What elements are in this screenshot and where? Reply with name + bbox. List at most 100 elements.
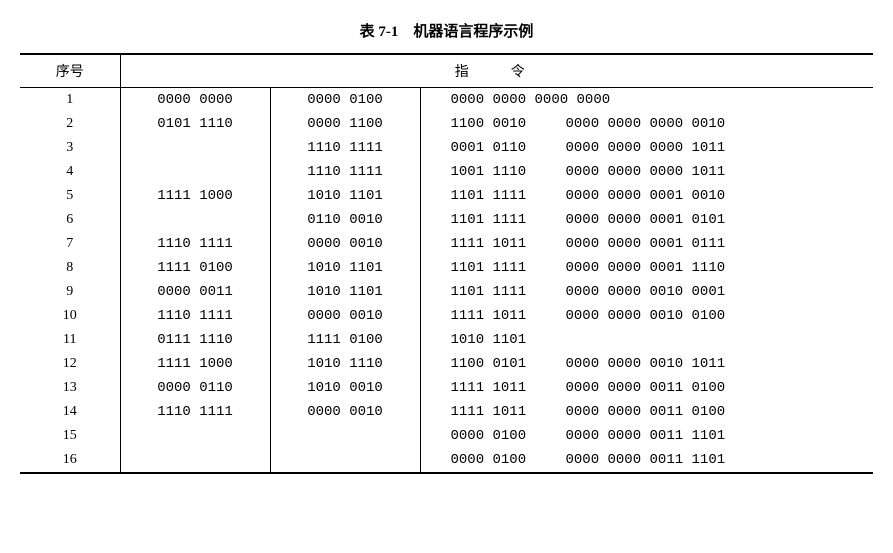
cell-seq: 10 — [20, 304, 120, 328]
table-row: 4 1110 1111 1001 1110 0000 0000 0000 1011 — [20, 160, 873, 184]
cell-col2: 1010 0010 — [270, 376, 420, 400]
cell-col3: 1100 01010000 0000 0010 1011 — [420, 352, 873, 376]
cell-col2: 1111 0100 — [270, 328, 420, 352]
table-row: 10000 00000000 01000000 0000 0000 0000 — [20, 88, 873, 113]
machine-language-table: 序号 指 令 10000 00000000 01000000 0000 0000… — [20, 53, 873, 474]
cell-seq: 3 — [20, 136, 120, 160]
cell-seq: 16 — [20, 448, 120, 473]
table-row: 6 0110 0010 1101 1111 0000 0000 0001 0101 — [20, 208, 873, 232]
cell-col3b: 0000 0000 0000 1011 — [566, 140, 726, 156]
table-row: 90000 00111010 1101 1101 1111 0000 0000 00… — [20, 280, 873, 304]
table-row: 3 1110 11110001 01100000 0000 0000 1011 — [20, 136, 873, 160]
cell-seq: 2 — [20, 112, 120, 136]
table-row: 121111 10001010 11101100 01010000 0000 0… — [20, 352, 873, 376]
cell-col2: 1110 1111 — [270, 136, 420, 160]
cell-col2: 0000 0010 — [270, 304, 420, 328]
cell-col3: 1101 1111 0000 0000 0010 0001 — [420, 280, 873, 304]
cell-col3a: 1010 1101 — [451, 332, 546, 348]
cell-col3a: 1100 0101 — [451, 356, 546, 372]
cell-col3a: 0000 0100 — [451, 452, 546, 468]
cell-col1: 1110 1111 — [120, 400, 270, 424]
cell-col1: 0111 1110 — [120, 328, 270, 352]
cell-seq: 9 — [20, 280, 120, 304]
table-row: 20101 11100000 11001100 00100000 0000 00… — [20, 112, 873, 136]
cell-seq: 15 — [20, 424, 120, 448]
cell-col3: 1101 1111 0000 0000 0001 0010 — [420, 184, 873, 208]
cell-col1: 0000 0110 — [120, 376, 270, 400]
cell-col2: 1010 1110 — [270, 352, 420, 376]
cell-col2: 0000 0010 — [270, 400, 420, 424]
table-row: 71110 11110000 00101111 10110000 0000 00… — [20, 232, 873, 256]
cell-col3b: 0000 0000 0001 0010 — [566, 188, 726, 204]
table-row: 81111 01001010 1101 1101 1111 0000 0000 00… — [20, 256, 873, 280]
cell-col2: 0110 0010 — [270, 208, 420, 232]
table-row: 130000 01101010 00101111 10110000 0000 0… — [20, 376, 873, 400]
cell-seq: 7 — [20, 232, 120, 256]
cell-col3a: 0000 0100 — [451, 428, 546, 444]
cell-col3a: 1111 1011 — [451, 404, 546, 420]
cell-col1 — [120, 208, 270, 232]
table-body: 10000 00000000 01000000 0000 0000 000020… — [20, 88, 873, 474]
cell-col3: 0000 01000000 0000 0011 1101 — [420, 424, 873, 448]
cell-seq: 12 — [20, 352, 120, 376]
cell-col3b: 0000 0000 0001 0101 — [566, 212, 726, 228]
cell-col3a: 1111 1011 — [451, 308, 546, 324]
cell-col3: 1111 10110000 0000 0001 0111 — [420, 232, 873, 256]
table-title: 表 7-1 机器语言程序示例 — [20, 20, 873, 41]
cell-col1 — [120, 136, 270, 160]
header-row: 序号 指 令 — [20, 54, 873, 88]
cell-seq: 4 — [20, 160, 120, 184]
cell-col2 — [270, 424, 420, 448]
cell-col3a: 1001 1110 — [451, 164, 546, 180]
cell-col3: 1111 10110000 0000 0011 0100 — [420, 376, 873, 400]
cell-col1: 0000 0011 — [120, 280, 270, 304]
cell-seq: 11 — [20, 328, 120, 352]
cell-col3: 0001 01100000 0000 0000 1011 — [420, 136, 873, 160]
header-instruction: 指 令 — [120, 54, 873, 88]
cell-col3a: 0000 0000 0000 0000 — [451, 92, 611, 108]
cell-seq: 14 — [20, 400, 120, 424]
cell-col3: 0000 0000 0000 0000 — [420, 88, 873, 113]
cell-col3a: 1101 1111 — [451, 188, 546, 204]
cell-col2: 0000 0100 — [270, 88, 420, 113]
cell-col1: 1111 1000 — [120, 184, 270, 208]
cell-col2: 1110 1111 — [270, 160, 420, 184]
cell-col1 — [120, 424, 270, 448]
cell-col3: 1111 10110000 0000 0010 0100 — [420, 304, 873, 328]
cell-col3b: 0000 0000 0011 0100 — [566, 380, 726, 396]
cell-col2: 0000 1100 — [270, 112, 420, 136]
cell-col3b: 0000 0000 0001 0111 — [566, 236, 726, 252]
cell-col1: 1110 1111 — [120, 304, 270, 328]
cell-col2: 1010 1101 — [270, 256, 420, 280]
cell-seq: 1 — [20, 88, 120, 113]
cell-col1 — [120, 160, 270, 184]
cell-col2: 1010 1101 — [270, 184, 420, 208]
cell-col3: 1101 1111 0000 0000 0001 1110 — [420, 256, 873, 280]
table-row: 141110 11110000 00101111 10110000 0000 0… — [20, 400, 873, 424]
cell-col1: 1110 1111 — [120, 232, 270, 256]
cell-col3a: 1101 1111 — [451, 284, 546, 300]
cell-seq: 8 — [20, 256, 120, 280]
table-row: 16 0000 01000000 0000 0011 1101 — [20, 448, 873, 473]
cell-col2: 0000 0010 — [270, 232, 420, 256]
cell-col3: 1111 10110000 0000 0011 0100 — [420, 400, 873, 424]
header-seq: 序号 — [20, 54, 120, 88]
cell-col3b: 0000 0000 0010 0001 — [566, 284, 726, 300]
cell-col1: 1111 1000 — [120, 352, 270, 376]
cell-col2 — [270, 448, 420, 473]
cell-seq: 13 — [20, 376, 120, 400]
cell-col2: 1010 1101 — [270, 280, 420, 304]
cell-seq: 6 — [20, 208, 120, 232]
cell-col3a: 1101 1111 — [451, 212, 546, 228]
cell-col3a: 1101 1111 — [451, 260, 546, 276]
cell-col1: 1111 0100 — [120, 256, 270, 280]
table-row: 101110 11110000 00101111 10110000 0000 0… — [20, 304, 873, 328]
cell-col3: 1101 1111 0000 0000 0001 0101 — [420, 208, 873, 232]
cell-col3b: 0000 0000 0000 0010 — [566, 116, 726, 132]
cell-col3b: 0000 0000 0000 1011 — [566, 164, 726, 180]
table-row: 15 0000 01000000 0000 0011 1101 — [20, 424, 873, 448]
cell-col3a: 1100 0010 — [451, 116, 546, 132]
cell-col3: 0000 01000000 0000 0011 1101 — [420, 448, 873, 473]
cell-col3: 1001 1110 0000 0000 0000 1011 — [420, 160, 873, 184]
cell-col3b: 0000 0000 0001 1110 — [566, 260, 726, 276]
